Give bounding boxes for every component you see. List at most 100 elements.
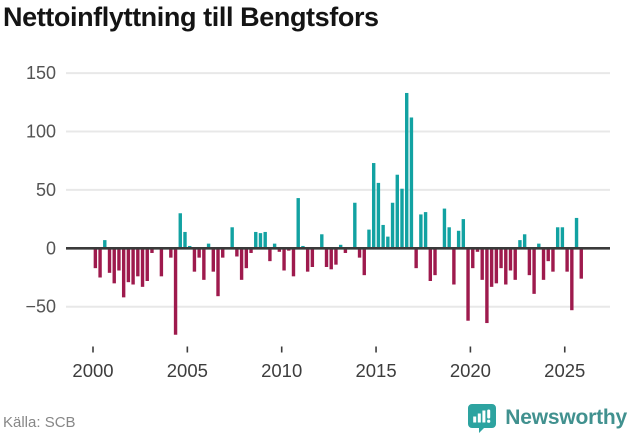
newsworthy-icon xyxy=(468,404,497,433)
bar-2006-Q4 xyxy=(221,248,225,258)
bar-2025-Q3 xyxy=(574,217,579,249)
bar-2025-Q4 xyxy=(579,248,583,279)
bar-2005-Q2 xyxy=(192,248,197,272)
bar-2019-Q3 xyxy=(461,219,466,249)
bar-2005-Q4 xyxy=(202,248,206,280)
bar-2008-Q2 xyxy=(249,248,253,253)
bar-2021-Q4 xyxy=(504,248,508,285)
bar-2000-Q3 xyxy=(103,240,107,249)
bar-2000-Q4 xyxy=(107,248,112,273)
bar-2024-Q2 xyxy=(551,248,555,272)
bar-2010-Q1 xyxy=(282,248,286,271)
bar-2006-Q1 xyxy=(206,243,211,249)
bar-2023-Q2 xyxy=(532,248,536,294)
bar-2000-Q1 xyxy=(93,248,98,269)
y-axis-tick-label: 0 xyxy=(46,238,56,258)
bar-2015-Q4 xyxy=(390,202,395,249)
x-axis-tick-label: 2010 xyxy=(261,360,302,381)
bar-2022-Q2 xyxy=(513,248,517,280)
bar-2012-Q4 xyxy=(334,248,338,265)
bar-2014-Q1 xyxy=(357,248,362,258)
bar-2017-Q2 xyxy=(419,214,423,249)
x-axis-tick-label: 2025 xyxy=(544,360,585,381)
bar-2023-Q3 xyxy=(537,243,541,249)
bar-2024-Q1 xyxy=(546,248,550,262)
bar-2013-Q4 xyxy=(353,202,357,249)
bar-2020-Q1 xyxy=(471,248,475,269)
bar-2012-Q1 xyxy=(320,234,324,249)
bar-2011-Q2 xyxy=(305,248,310,272)
bar-2010-Q3 xyxy=(291,248,296,277)
x-axis-tick-label: 2015 xyxy=(355,360,396,381)
bar-2013-Q2 xyxy=(343,248,348,253)
bar-2016-Q2 xyxy=(400,188,404,249)
chart-title: Nettoinflyttning till Bengtsfors xyxy=(3,2,379,32)
bar-2019-Q1 xyxy=(452,248,456,285)
bar-2022-Q3 xyxy=(518,240,522,249)
bar-2020-Q4 xyxy=(485,248,489,324)
x-axis-tick-label: 2005 xyxy=(167,360,208,381)
bar-2000-Q2 xyxy=(98,248,102,278)
bar-2024-Q4 xyxy=(560,227,565,249)
bar-2007-Q4 xyxy=(239,248,244,280)
bar-2016-Q1 xyxy=(395,174,399,249)
bar-2015-Q2 xyxy=(381,224,385,249)
bar-2009-Q1 xyxy=(263,231,267,249)
bar-2003-Q1 xyxy=(150,248,154,253)
bar-2002-Q2 xyxy=(136,248,140,277)
bar-2006-Q2 xyxy=(211,248,215,272)
bar-2007-Q2 xyxy=(230,227,234,249)
bar-2017-Q3 xyxy=(423,212,428,249)
bar-2008-Q1 xyxy=(244,248,249,269)
bar-2018-Q1 xyxy=(433,248,437,276)
bar-2018-Q3 xyxy=(442,208,447,249)
bar-2020-Q2 xyxy=(475,248,480,252)
bar-2004-Q3 xyxy=(178,213,182,249)
bar-2011-Q3 xyxy=(310,248,315,267)
bar-2018-Q4 xyxy=(447,227,451,249)
bar-2023-Q1 xyxy=(527,248,532,276)
bar-2021-Q1 xyxy=(489,248,494,287)
bar-2016-Q4 xyxy=(409,117,414,249)
bar-2001-Q2 xyxy=(117,248,121,271)
newsworthy-logo[interactable]: Newsworthy xyxy=(467,403,627,433)
x-axis-tick-label: 2020 xyxy=(450,360,491,381)
bar-2004-Q1 xyxy=(169,248,173,258)
bar-2014-Q3 xyxy=(367,229,371,249)
bar-2008-Q4 xyxy=(258,233,263,249)
bar-2010-Q4 xyxy=(296,198,300,249)
bar-2022-Q1 xyxy=(508,248,513,271)
y-axis-tick-label: 150 xyxy=(26,63,56,83)
bar-2002-Q3 xyxy=(140,248,145,287)
bar-2002-Q4 xyxy=(145,248,149,281)
bar-2007-Q3 xyxy=(235,248,239,257)
bar-2020-Q3 xyxy=(480,248,484,280)
y-axis-tick-label: 100 xyxy=(26,122,56,142)
bar-2013-Q1 xyxy=(338,244,343,249)
bar-2015-Q1 xyxy=(376,182,381,249)
bar-2004-Q4 xyxy=(183,231,187,249)
bar-2003-Q3 xyxy=(159,248,164,277)
bar-2025-Q2 xyxy=(570,248,574,311)
bar-2021-Q2 xyxy=(494,248,499,284)
bar-2016-Q3 xyxy=(405,92,409,249)
x-axis-tick-label: 2000 xyxy=(72,360,113,381)
source-attribution: Källa: SCB xyxy=(3,414,76,431)
bar-2024-Q3 xyxy=(555,227,560,249)
y-axis-tick-label: 50 xyxy=(36,180,56,200)
bar-2008-Q3 xyxy=(254,231,258,249)
bar-2001-Q3 xyxy=(121,248,126,298)
bar-2019-Q4 xyxy=(466,248,470,321)
bar-2017-Q4 xyxy=(428,248,432,281)
bar-2012-Q3 xyxy=(329,248,333,270)
bar-2025-Q1 xyxy=(565,248,569,272)
bar-2015-Q3 xyxy=(386,236,390,249)
bar-2005-Q3 xyxy=(197,248,201,258)
bar-2006-Q3 xyxy=(216,248,220,297)
bar-2009-Q4 xyxy=(277,248,282,252)
bar-2009-Q3 xyxy=(272,243,277,249)
bar-2012-Q2 xyxy=(324,248,329,267)
bar-2019-Q2 xyxy=(456,230,461,249)
bar-2014-Q2 xyxy=(362,248,366,276)
